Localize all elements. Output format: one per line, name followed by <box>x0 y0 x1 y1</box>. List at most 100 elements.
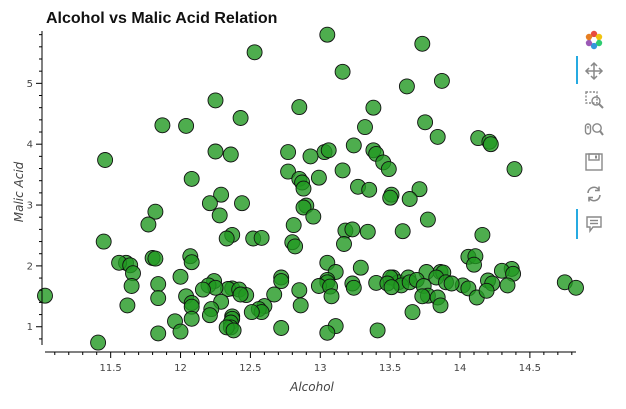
x-axis-label: Alcohol <box>289 380 334 394</box>
x-tick-label: 13.5 <box>379 363 401 374</box>
y-tick-label: 3 <box>27 201 33 212</box>
data-point <box>506 161 523 178</box>
save-icon[interactable] <box>584 152 604 172</box>
data-point <box>150 276 167 293</box>
data-point <box>401 191 418 207</box>
data-point <box>246 44 263 61</box>
data-point <box>273 273 290 290</box>
y-tick-label: 2 <box>27 261 33 272</box>
data-point <box>344 221 361 238</box>
data-point <box>295 180 312 197</box>
data-point <box>334 63 351 80</box>
data-point <box>499 277 516 294</box>
active-indicator <box>576 56 578 84</box>
data-point <box>433 72 450 89</box>
data-point <box>319 26 336 43</box>
data-points <box>37 26 584 351</box>
data-point <box>359 223 376 240</box>
data-point <box>253 229 270 246</box>
data-point <box>280 144 297 161</box>
data-point <box>183 254 200 271</box>
data-point <box>394 223 411 240</box>
data-point <box>365 99 382 116</box>
data-point <box>234 195 250 212</box>
data-point <box>478 282 495 299</box>
data-point <box>474 226 491 243</box>
data-point <box>466 256 482 273</box>
data-point <box>292 297 309 314</box>
data-point <box>119 297 136 314</box>
y-tick-label: 5 <box>27 79 33 90</box>
data-point <box>201 307 218 324</box>
data-point <box>319 324 336 341</box>
data-point <box>232 110 249 126</box>
data-point <box>150 290 167 307</box>
data-point <box>310 169 327 186</box>
data-point <box>285 217 302 234</box>
data-point <box>280 163 297 180</box>
data-point <box>432 297 449 314</box>
data-point <box>154 117 171 134</box>
data-point <box>414 35 431 52</box>
data-point <box>218 230 235 247</box>
data-point <box>482 136 499 153</box>
x-tick-label: 13 <box>314 363 327 374</box>
data-point <box>123 278 140 294</box>
data-point <box>172 323 189 340</box>
x-tick-label: 12 <box>174 363 187 374</box>
data-point <box>345 279 362 296</box>
x-tick-label: 11.5 <box>100 363 122 374</box>
data-point <box>568 279 584 296</box>
y-tick-label: 1 <box>27 322 33 333</box>
chart-toolbar <box>576 28 612 248</box>
hover-icon[interactable] <box>584 214 604 234</box>
data-point <box>97 152 114 168</box>
box-zoom-icon[interactable] <box>584 90 604 110</box>
data-point <box>334 162 351 179</box>
chart-title: Alcohol vs Malic Acid Relation <box>46 10 277 27</box>
data-point <box>429 128 446 145</box>
data-point <box>37 287 53 304</box>
wheel-zoom-icon[interactable] <box>584 120 604 140</box>
data-point <box>207 92 224 109</box>
data-point <box>183 170 200 187</box>
data-point <box>443 275 460 292</box>
data-point <box>183 310 200 327</box>
data-point <box>291 99 308 116</box>
data-point <box>222 146 239 163</box>
data-point <box>90 334 107 351</box>
data-point <box>201 195 218 212</box>
data-point <box>323 288 340 305</box>
data-point <box>273 320 290 336</box>
data-point <box>95 233 112 250</box>
data-point <box>232 286 249 303</box>
data-point <box>211 207 228 224</box>
data-point <box>380 161 397 178</box>
data-point <box>369 322 386 339</box>
data-point <box>295 199 312 216</box>
reset-icon[interactable] <box>584 184 604 204</box>
y-tick-label: 4 <box>27 140 33 151</box>
data-point <box>336 236 352 252</box>
data-point <box>417 114 434 131</box>
data-point <box>345 137 362 154</box>
data-point <box>302 148 319 165</box>
data-point <box>225 322 242 339</box>
data-point <box>178 117 195 134</box>
data-point <box>404 304 421 321</box>
data-point <box>287 238 304 255</box>
data-point <box>398 78 415 95</box>
bokeh-logo-icon[interactable] <box>584 30 604 50</box>
y-axis-label: Malic Acid <box>12 161 26 222</box>
data-point <box>411 181 428 198</box>
pan-icon[interactable] <box>584 61 604 81</box>
data-point <box>243 304 260 321</box>
data-point <box>147 203 164 220</box>
data-point <box>357 119 373 136</box>
data-point <box>291 282 308 299</box>
x-tick-label: 14.5 <box>519 363 541 374</box>
data-point <box>419 211 436 228</box>
data-point <box>383 279 400 296</box>
